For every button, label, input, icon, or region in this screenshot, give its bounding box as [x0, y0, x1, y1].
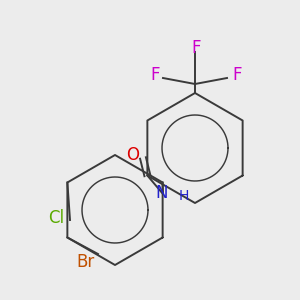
Text: H: H: [179, 189, 189, 203]
Text: F: F: [191, 39, 201, 57]
Text: Br: Br: [77, 253, 95, 271]
Text: F: F: [232, 66, 242, 84]
Text: F: F: [150, 66, 160, 84]
Text: Cl: Cl: [48, 209, 64, 227]
Text: O: O: [127, 146, 140, 164]
Text: N: N: [156, 184, 168, 202]
